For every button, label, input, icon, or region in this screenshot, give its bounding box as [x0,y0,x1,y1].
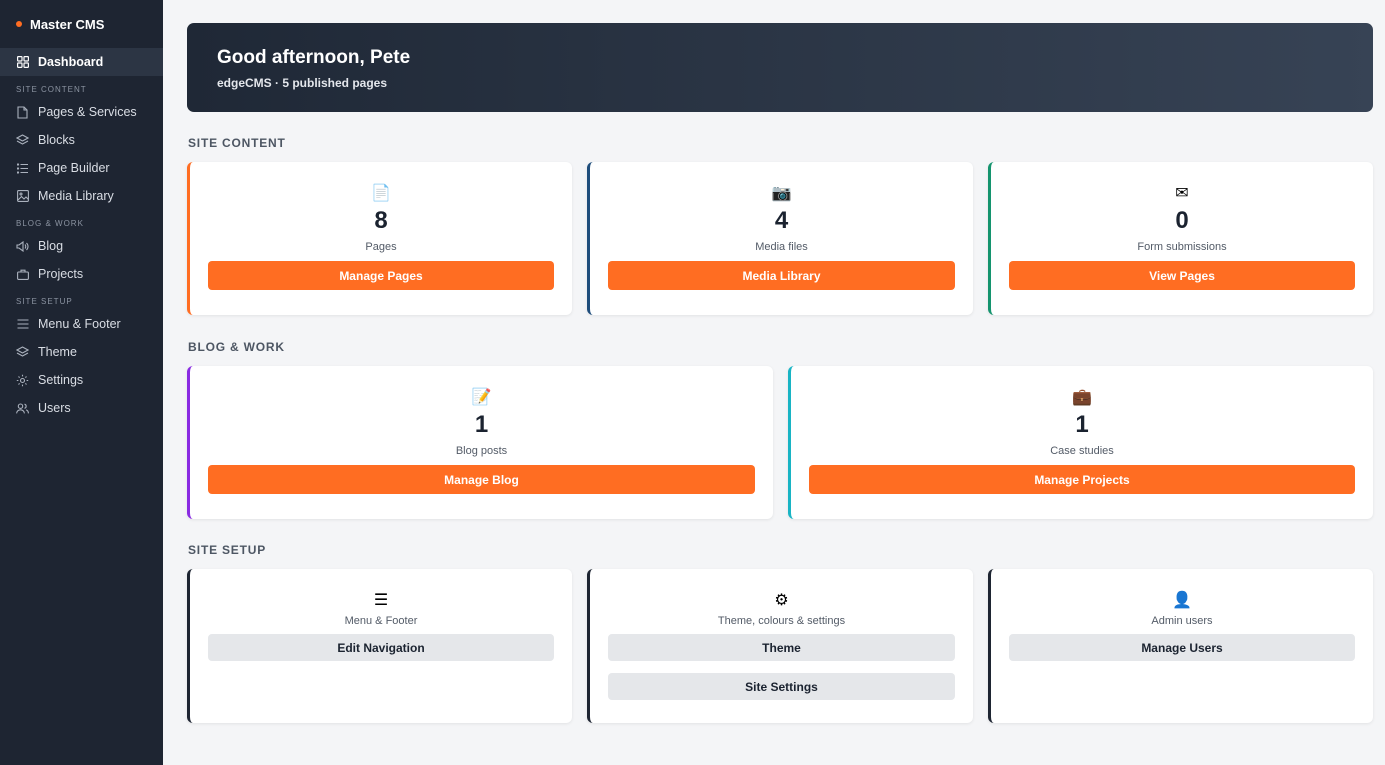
pages-label: Pages [365,241,397,253]
sidebar-item-settings[interactable]: Settings [0,366,163,394]
media-library-button[interactable]: Media Library [608,261,955,290]
pages-count: 8 [374,207,388,234]
theme-settings-label: Theme, colours & settings [717,615,846,627]
welcome-banner: Good afternoon, Pete edgeCMS · 5 publish… [187,23,1373,112]
sidebar-section-site-content: SITE CONTENT [16,85,87,94]
sidebar-item-dashboard[interactable]: Dashboard [0,48,163,76]
sidebar-item-label: Menu & Footer [38,317,121,331]
card-projects: 💼 1 Case studies Manage Projects [788,366,1373,519]
envelope-icon: ✉ [1175,185,1189,202]
gear-icon [16,374,29,387]
section-title-blog-work: BLOG & WORK [188,340,285,354]
site-summary: edgeCMS · 5 published pages [217,76,388,90]
gear-icon: ⚙ [774,592,789,609]
blog-label: Blog posts [455,445,508,457]
layers-icon [16,134,29,147]
edit-navigation-button[interactable]: Edit Navigation [208,634,554,661]
user-icon: 👤 [1172,592,1192,609]
layers-icon [16,346,29,359]
grid-icon [16,56,29,69]
sidebar-item-label: Users [38,401,71,415]
media-count: 4 [774,207,789,234]
card-form-submissions: ✉ 0 Form submissions View Pages [988,162,1373,315]
megaphone-icon [16,240,29,253]
site-settings-button[interactable]: Site Settings [608,673,955,700]
manage-pages-button[interactable]: Manage Pages [208,261,554,290]
sidebar-item-theme[interactable]: Theme [0,338,163,366]
blog-count: 1 [474,411,489,438]
file-icon [16,105,29,119]
sidebar-item-media-library[interactable]: Media Library [0,182,163,210]
media-label: Media files [755,241,808,253]
sidebar-item-label: Dashboard [38,55,104,69]
view-pages-button[interactable]: View Pages [1009,261,1355,290]
theme-button[interactable]: Theme [608,634,955,661]
users-icon [16,402,29,415]
greeting: Good afternoon, Pete [217,47,411,68]
image-icon [16,190,29,203]
sidebar-item-label: Blocks [38,133,75,147]
briefcase-icon: 💼 [1072,389,1092,406]
card-blog: 📝 1 Blog posts Manage Blog [187,366,773,519]
sidebar-item-label: Media Library [38,189,114,203]
sidebar-item-label: Theme [38,345,77,359]
memo-icon: 📝 [471,389,492,406]
section-title-site-setup: SITE SETUP [188,543,267,557]
section-title-site-content: SITE CONTENT [188,136,286,150]
sidebar-item-page-builder[interactable]: Page Builder [0,154,163,182]
card-pages: 📄 8 Pages Manage Pages [187,162,572,315]
sidebar-item-users[interactable]: Users [0,394,163,422]
camera-icon: 📷 [771,185,792,202]
brand[interactable]: Master CMS [0,0,163,48]
projects-label: Case studies [1050,445,1114,457]
card-admin-users: 👤 Admin users Manage Users [988,569,1373,723]
submissions-label: Form submissions [1137,241,1227,253]
card-theme-settings: ⚙ Theme, colours & settings Theme Site S… [587,569,973,723]
briefcase-icon [16,268,29,281]
manage-blog-button[interactable]: Manage Blog [208,465,755,494]
sidebar-item-label: Pages & Services [38,105,137,119]
menu-icon: ☰ [373,592,389,609]
menu-icon [16,318,29,331]
card-media: 📷 4 Media files Media Library [587,162,973,315]
submissions-count: 0 [1175,207,1189,234]
admin-users-label: Admin users [1151,615,1213,627]
menu-footer-label: Menu & Footer [344,615,418,627]
sidebar-item-label: Blog [38,239,64,253]
sidebar-item-label: Page Builder [38,161,110,175]
sidebar-item-projects[interactable]: Projects [0,260,163,288]
sidebar-item-label: Projects [38,267,84,281]
projects-count: 1 [1075,411,1089,438]
brand-dot-icon [16,21,22,27]
sidebar-item-blocks[interactable]: Blocks [0,126,163,154]
sidebar-item-pages-services[interactable]: Pages & Services [0,98,163,126]
sidebar-section-blog-work: BLOG & WORK [16,219,84,228]
manage-users-button[interactable]: Manage Users [1009,634,1355,661]
card-menu-footer: ☰ Menu & Footer Edit Navigation [187,569,572,723]
sidebar-item-menu-footer[interactable]: Menu & Footer [0,310,163,338]
manage-projects-button[interactable]: Manage Projects [809,465,1355,494]
page-icon: 📄 [371,185,391,202]
sidebar-section-site-setup: SITE SETUP [16,297,73,306]
brand-name: Master CMS [30,16,105,32]
sidebar: Master CMS Dashboard SITE CONTENT Pages … [0,0,163,765]
list-icon [16,162,29,175]
sidebar-item-label: Settings [38,373,84,387]
sidebar-item-blog[interactable]: Blog [0,232,163,260]
